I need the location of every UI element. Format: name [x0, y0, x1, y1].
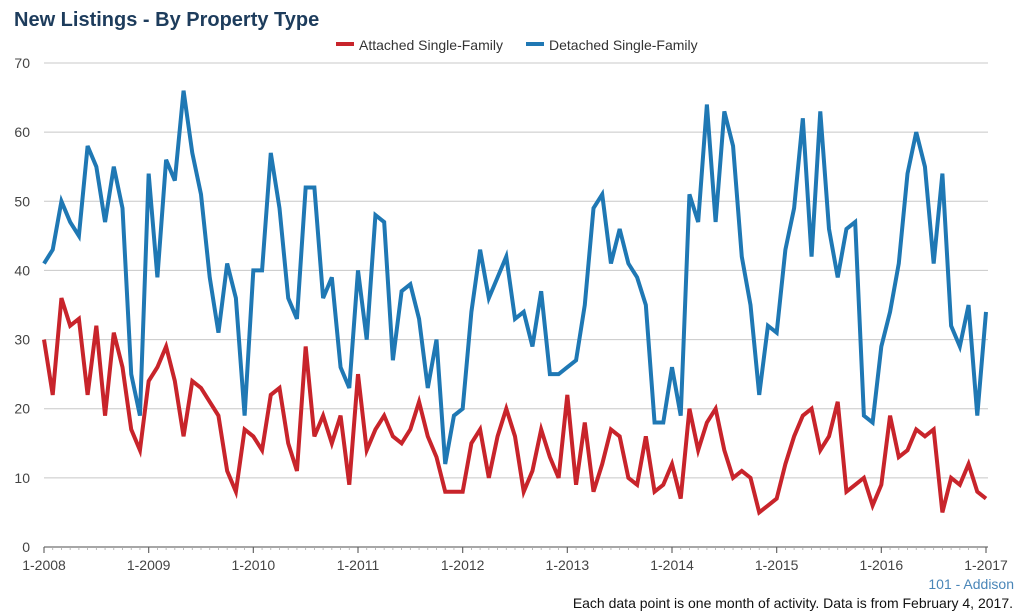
- x-tick-label: 1-2016: [860, 557, 904, 573]
- region-label: 101 - Addison: [928, 576, 1014, 592]
- series-line-attached: [42, 297, 988, 516]
- y-tick-label: 40: [14, 262, 30, 278]
- legend-swatch-detached: [526, 42, 544, 47]
- y-tick-label: 10: [14, 470, 30, 486]
- chart-title: New Listings - By Property Type: [14, 9, 320, 31]
- x-tick-label: 1-2017: [964, 557, 1008, 573]
- legend-item-detached[interactable]: Detached Single-Family: [526, 37, 698, 53]
- x-tick-label: 1-2009: [127, 557, 171, 573]
- y-tick-label: 60: [14, 124, 30, 140]
- y-tick-label: 50: [14, 193, 30, 209]
- x-tick-label: 1-2013: [546, 557, 590, 573]
- x-tick-label: 1-2012: [441, 557, 485, 573]
- legend-swatch-attached: [336, 42, 354, 47]
- x-tick-label: 1-2014: [650, 557, 694, 573]
- y-tick-label: 20: [14, 401, 30, 417]
- legend-item-attached[interactable]: Attached Single-Family: [336, 37, 503, 53]
- chart-legend: Attached Single-Family Detached Single-F…: [0, 37, 1027, 55]
- y-tick-label: 0: [22, 539, 30, 555]
- legend-label-detached: Detached Single-Family: [549, 37, 698, 53]
- x-tick-label: 1-2011: [337, 557, 380, 573]
- x-tick-label: 1-2010: [232, 557, 276, 573]
- data-source-note: Each data point is one month of activity…: [572, 595, 1013, 611]
- y-tick-label: 30: [14, 332, 30, 348]
- legend-label-attached: Attached Single-Family: [359, 37, 503, 53]
- series-line-detached: [42, 90, 988, 465]
- y-tick-label: 70: [14, 55, 30, 71]
- x-tick-label: 1-2015: [755, 557, 799, 573]
- x-tick-label: 1-2008: [22, 557, 66, 573]
